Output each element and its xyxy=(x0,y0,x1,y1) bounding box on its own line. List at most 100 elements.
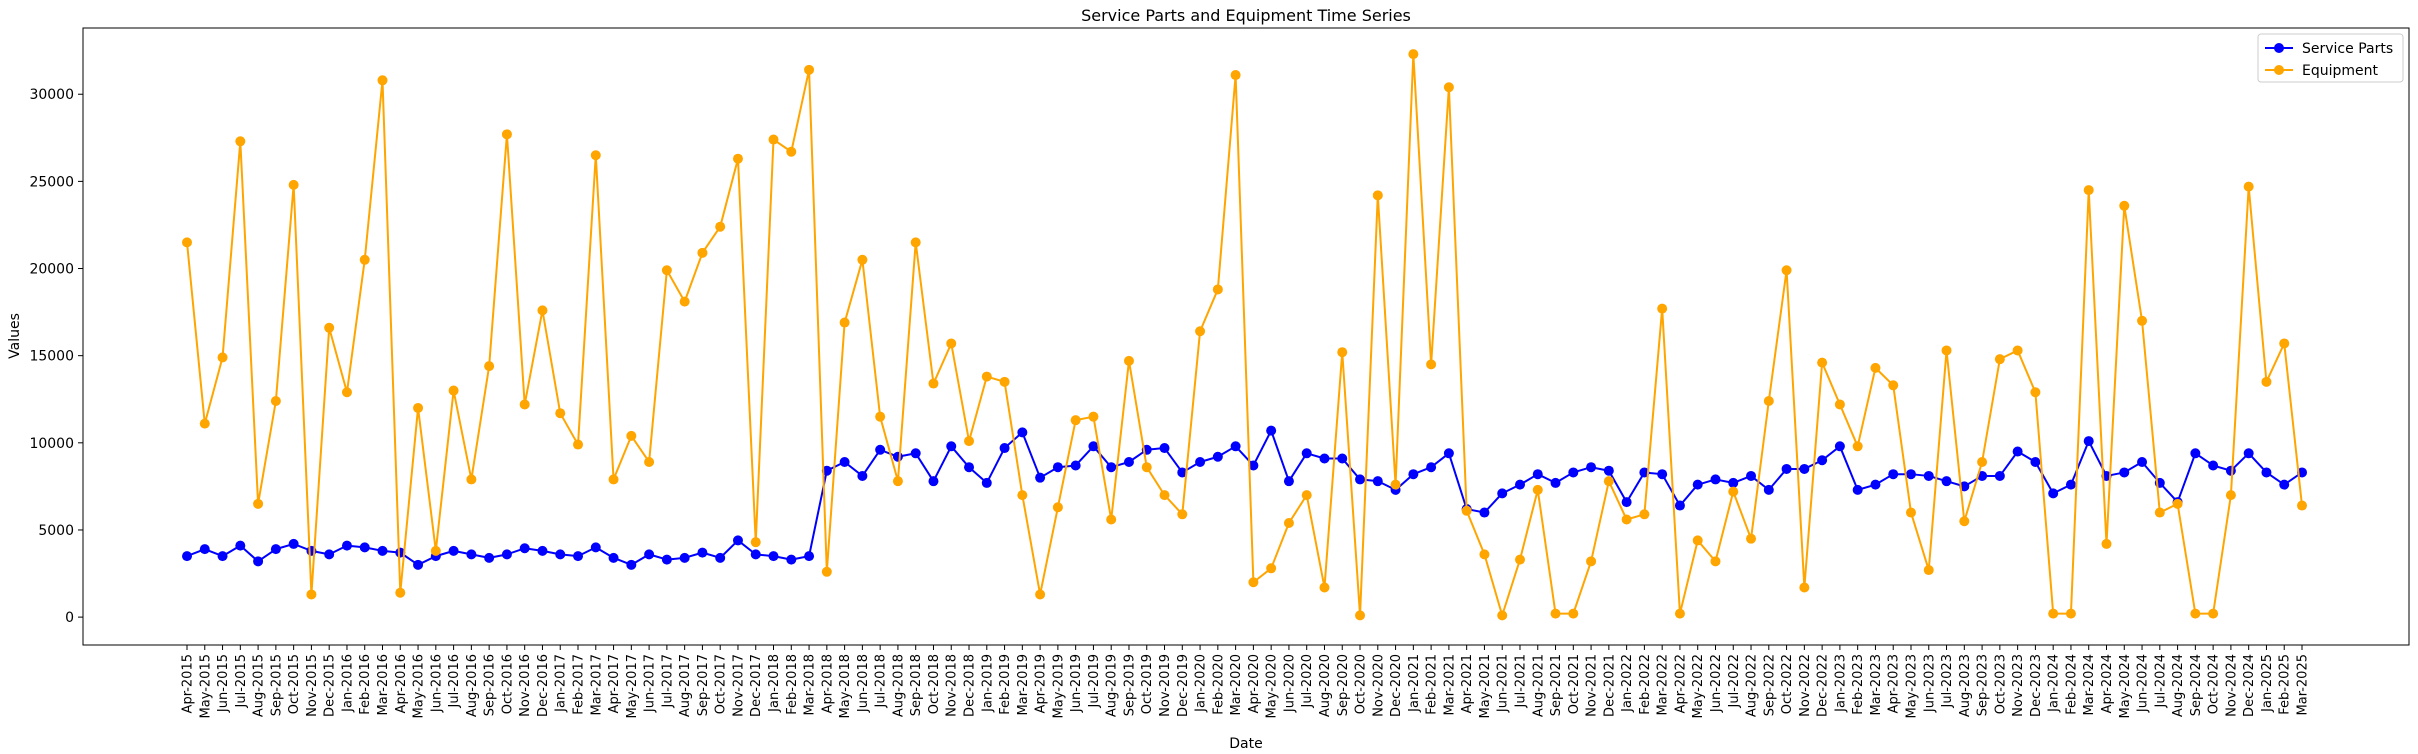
x-tick-label: Jan-2021 xyxy=(1407,654,1422,713)
data-point xyxy=(1710,474,1721,485)
data-point xyxy=(2065,479,2076,490)
x-tick-label: Jan-2025 xyxy=(2260,654,2275,713)
data-point xyxy=(1674,500,1685,511)
x-tick-label: Jan-2016 xyxy=(340,654,355,713)
x-tick-label: Nov-2024 xyxy=(2224,654,2239,717)
data-point xyxy=(786,554,797,565)
x-tick-label: Jan-2017 xyxy=(554,654,569,713)
x-tick-label: Oct-2021 xyxy=(1567,654,1582,714)
data-point xyxy=(644,456,655,467)
data-point xyxy=(1532,484,1543,495)
data-point xyxy=(2048,488,2059,499)
data-point xyxy=(1195,456,1206,467)
data-point xyxy=(1781,463,1792,474)
data-point xyxy=(2083,436,2094,447)
data-point xyxy=(2261,467,2272,478)
data-point xyxy=(946,338,957,349)
data-point xyxy=(1177,467,1188,478)
x-tick-label: Sep-2016 xyxy=(483,654,498,716)
x-tick-label: Apr-2018 xyxy=(820,654,835,713)
x-tick-label: May-2019 xyxy=(1051,654,1066,718)
y-axis-ticks: 0 5000 10000 15000 20000 25000 30000 xyxy=(29,87,83,626)
data-point xyxy=(1870,479,1881,490)
data-point xyxy=(857,254,868,265)
data-point xyxy=(661,265,672,276)
data-point xyxy=(1852,441,1863,452)
x-tick-label: Oct-2023 xyxy=(1993,654,2008,714)
x-tick-label: Feb-2019 xyxy=(998,654,1013,715)
x-tick-label: Aug-2023 xyxy=(1958,654,1973,717)
x-tick-label: Jun-2022 xyxy=(1709,654,1724,713)
x-tick-label: Jul-2017 xyxy=(660,654,675,708)
series-layer xyxy=(182,49,2307,621)
x-tick-label: Jun-2017 xyxy=(643,654,658,713)
x-tick-label: Feb-2025 xyxy=(2278,654,2293,715)
data-point xyxy=(1852,484,1863,495)
data-point xyxy=(1141,462,1152,473)
data-point xyxy=(1568,467,1579,478)
data-point xyxy=(1692,479,1703,490)
data-point xyxy=(2243,181,2254,192)
data-point xyxy=(324,549,335,560)
data-point xyxy=(1977,456,1988,467)
data-point xyxy=(1230,441,1241,452)
data-point xyxy=(1123,355,1134,366)
data-point xyxy=(1088,411,1099,422)
data-point xyxy=(804,551,815,562)
data-point xyxy=(1283,517,1294,528)
x-tick-label: Dec-2022 xyxy=(1816,654,1831,717)
x-tick-label: Jan-2024 xyxy=(2047,654,2062,713)
data-point xyxy=(1070,415,1081,426)
data-point xyxy=(2279,338,2290,349)
data-point xyxy=(2137,315,2148,326)
data-point xyxy=(1426,359,1437,370)
data-point xyxy=(1461,505,1472,516)
data-point xyxy=(1550,608,1561,619)
x-tick-label: Jul-2023 xyxy=(1940,654,1955,708)
data-point xyxy=(413,402,424,413)
data-point xyxy=(2225,490,2236,501)
data-point xyxy=(555,549,566,560)
data-point xyxy=(608,474,619,485)
data-point xyxy=(1443,82,1454,93)
data-point xyxy=(1746,533,1757,544)
data-point xyxy=(1337,347,1348,358)
data-point xyxy=(892,476,903,487)
data-point xyxy=(1728,477,1739,488)
data-point xyxy=(324,322,335,333)
data-point xyxy=(1052,462,1063,473)
series-2 xyxy=(182,49,2307,621)
data-point xyxy=(1195,326,1206,337)
x-tick-label: Mar-2022 xyxy=(1656,654,1671,715)
data-point xyxy=(288,538,299,549)
x-tick-label: Apr-2016 xyxy=(394,654,409,713)
x-tick-label: Jan-2019 xyxy=(980,654,995,713)
data-point xyxy=(1603,465,1614,476)
data-point xyxy=(288,179,299,190)
x-tick-label: Apr-2022 xyxy=(1673,654,1688,713)
data-point xyxy=(1532,469,1543,480)
data-point xyxy=(2119,467,2130,478)
data-point xyxy=(999,376,1010,387)
data-point xyxy=(1870,362,1881,373)
data-point xyxy=(1408,49,1419,60)
data-point xyxy=(2261,376,2272,387)
data-point xyxy=(2083,185,2094,196)
data-point xyxy=(590,542,601,553)
data-point xyxy=(2279,479,2290,490)
data-point xyxy=(1586,462,1597,473)
data-point xyxy=(1621,497,1632,508)
data-point xyxy=(1657,469,1668,480)
data-point xyxy=(875,444,886,455)
data-point xyxy=(1319,453,1330,464)
x-tick-label: May-2024 xyxy=(2118,654,2133,718)
x-tick-label: Oct-2017 xyxy=(714,654,729,714)
data-point xyxy=(2297,500,2307,511)
data-point xyxy=(857,470,868,481)
data-point xyxy=(377,545,388,556)
x-tick-label: Jan-2023 xyxy=(1833,654,1848,713)
data-point xyxy=(413,559,424,570)
data-point xyxy=(1834,441,1845,452)
data-point xyxy=(804,64,815,75)
data-point xyxy=(1035,589,1046,600)
